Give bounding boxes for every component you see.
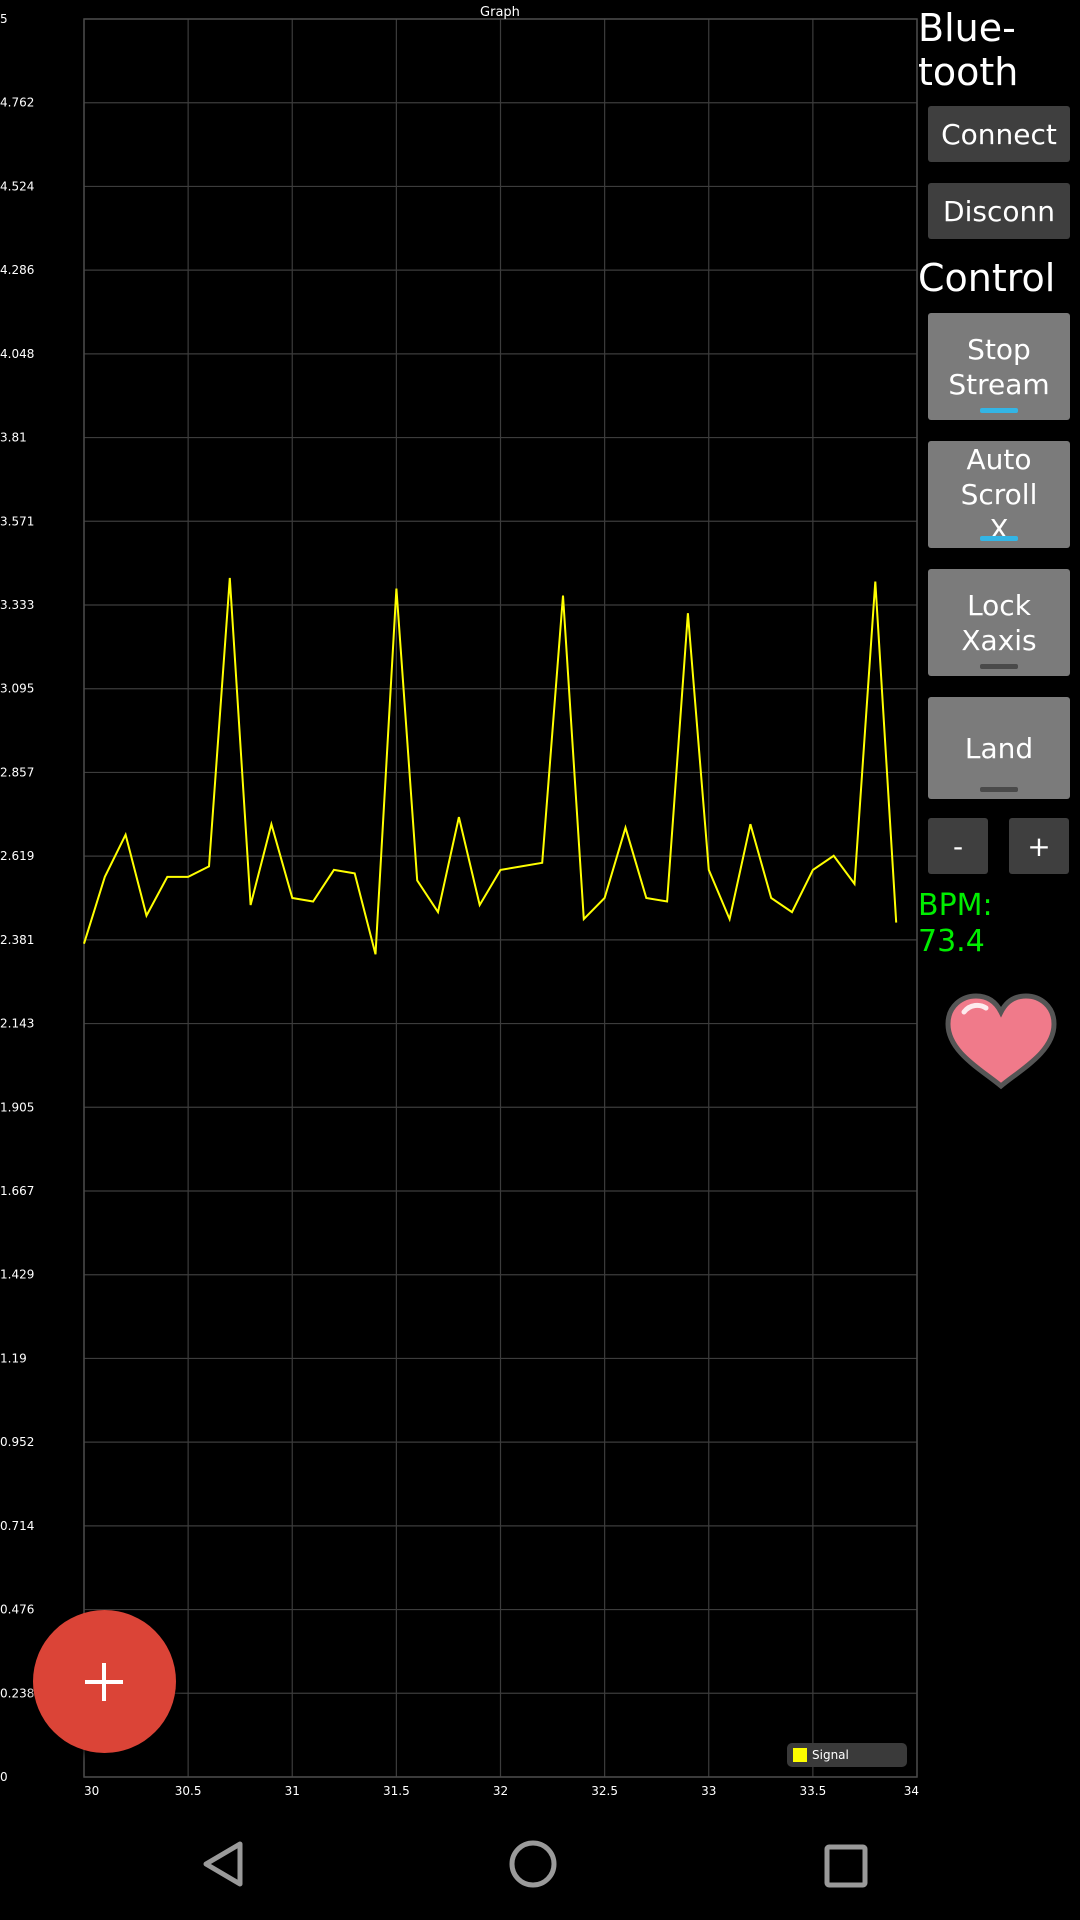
- lock-xaxis-label: Lock Xaxis: [961, 588, 1037, 657]
- y-tick-label: 2.143: [0, 1017, 34, 1031]
- home-icon[interactable]: [505, 1836, 561, 1892]
- x-tick-label: 31: [285, 1784, 300, 1798]
- disconnect-button[interactable]: Disconn: [928, 183, 1070, 239]
- y-tick-label: 1.905: [0, 1100, 34, 1114]
- y-tick-label: 4.048: [0, 347, 34, 361]
- connect-button[interactable]: Connect: [928, 106, 1070, 162]
- legend-label-signal: Signal: [812, 1748, 849, 1762]
- y-tick-label: 2.381: [0, 933, 34, 947]
- y-tick-label: 0: [0, 1770, 8, 1784]
- signal-series-line: [83, 577, 898, 955]
- x-tick-label: 32.5: [591, 1784, 618, 1798]
- y-tick-label: 2.619: [0, 849, 34, 863]
- graph-grid: [83, 18, 918, 1778]
- auto-scroll-x-toggle[interactable]: Auto Scroll X: [928, 441, 1070, 548]
- y-tick-label: 2.857: [0, 765, 34, 779]
- land-toggle[interactable]: Land: [928, 697, 1070, 799]
- plot-frame: [83, 18, 918, 1778]
- signal-points: [83, 577, 897, 955]
- lock-xaxis-indicator: [980, 664, 1018, 669]
- graph-legend: Signal: [787, 1743, 907, 1767]
- recents-icon[interactable]: [818, 1838, 874, 1894]
- y-tick-label: 4.762: [0, 96, 34, 110]
- y-tick-label: 0.952: [0, 1435, 34, 1449]
- auto-scroll-x-label: Auto Scroll X: [960, 443, 1038, 546]
- stop-stream-toggle[interactable]: Stop Stream: [928, 313, 1070, 420]
- bpm-readout: BPM: 73.4: [918, 888, 993, 959]
- legend-swatch-signal: [793, 1748, 807, 1762]
- y-tick-label: 3.571: [0, 514, 34, 528]
- x-axis-ticks: 30 30.5 31 31.5 32 32.5 33 33.5 34: [84, 1784, 919, 1798]
- y-tick-label: 0.714: [0, 1519, 34, 1533]
- land-indicator: [980, 787, 1018, 792]
- y-tick-label: 4.524: [0, 179, 34, 193]
- land-label: Land: [964, 731, 1034, 765]
- y-tick-label: 0.476: [0, 1603, 34, 1617]
- y-tick-label: 1.667: [0, 1184, 34, 1198]
- y-axis-ticks: 5 4.762 4.524 4.286 4.048 3.81 3.571 3.333 3.095…: [0, 12, 34, 1784]
- x-tick-label: 31.5: [383, 1784, 410, 1798]
- auto-scroll-x-indicator: [980, 536, 1018, 541]
- heart-icon: [945, 993, 1057, 1090]
- system-nav-bar: [0, 1840, 1080, 1920]
- x-tick-label: 30.5: [175, 1784, 202, 1798]
- y-tick-label: 0.238: [0, 1686, 34, 1700]
- zoom-in-button[interactable]: +: [1009, 818, 1069, 874]
- x-tick-label: 33: [701, 1784, 716, 1798]
- graph-title: Graph: [480, 5, 520, 20]
- x-tick-label: 34: [904, 1784, 919, 1798]
- back-icon[interactable]: [196, 1836, 252, 1892]
- control-section-title: Control: [918, 256, 1056, 300]
- y-tick-label: 4.286: [0, 263, 34, 277]
- lock-xaxis-toggle[interactable]: Lock Xaxis: [928, 569, 1070, 676]
- y-tick-label: 3.095: [0, 682, 34, 696]
- add-fab-button[interactable]: [33, 1610, 176, 1753]
- stop-stream-label: Stop Stream: [948, 332, 1050, 401]
- y-tick-label: 3.81: [0, 431, 27, 445]
- y-tick-label: 1.429: [0, 1268, 34, 1282]
- graph-chart[interactable]: 5 4.762 4.524 4.286 4.048 3.81 3.571 3.333 3.095…: [0, 0, 1080, 1840]
- legend-box: [787, 1743, 907, 1767]
- stop-stream-indicator: [980, 408, 1018, 413]
- x-tick-label: 32: [493, 1784, 508, 1798]
- y-tick-label: 5: [0, 12, 8, 26]
- x-tick-label: 33.5: [800, 1784, 827, 1798]
- y-tick-label: 3.333: [0, 598, 34, 612]
- bluetooth-section-title: Blue- tooth: [918, 6, 1019, 94]
- y-tick-label: 1.19: [0, 1351, 27, 1365]
- zoom-out-button[interactable]: -: [928, 818, 988, 874]
- x-tick-label: 30: [84, 1784, 99, 1798]
